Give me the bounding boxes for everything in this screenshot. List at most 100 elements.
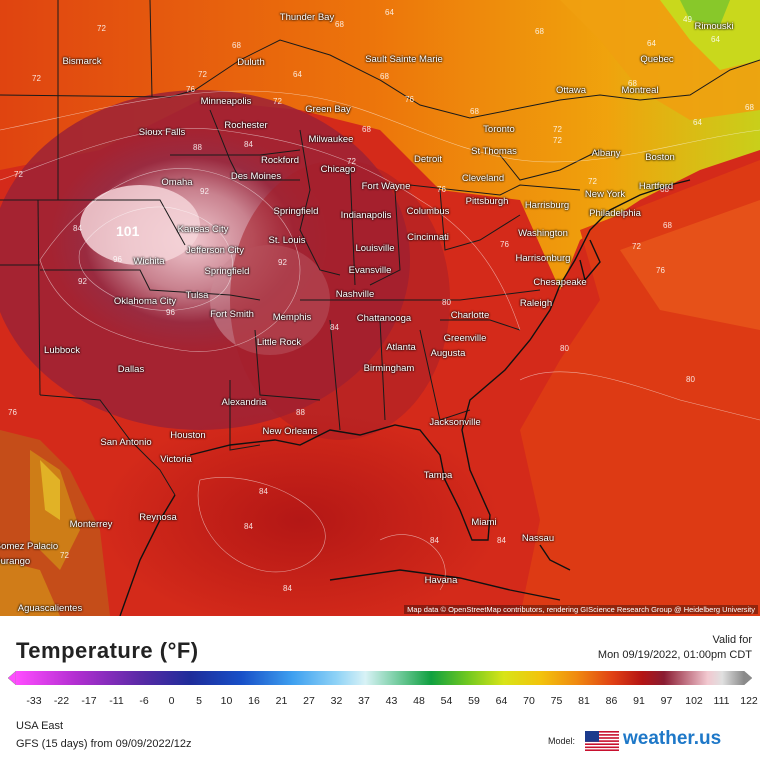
weather-us-logo[interactable]: weather.us	[623, 728, 722, 749]
isotherm-value: 68	[628, 79, 637, 88]
scale-tick-label: 21	[275, 695, 288, 707]
legend-title: Temperature (°F)	[16, 638, 199, 663]
city-label: Duluth	[237, 57, 265, 68]
isotherm-value: 68	[362, 125, 371, 134]
isotherm-value: 72	[588, 177, 597, 186]
isotherm-value: 64	[693, 118, 702, 127]
isotherm-value: 72	[553, 136, 562, 145]
city-label: Monterrey	[69, 519, 113, 530]
isotherm-value: 64	[711, 35, 720, 44]
city-label: Bismarck	[62, 56, 102, 67]
city-label: New York	[584, 189, 626, 200]
city-label: Rockford	[260, 155, 300, 166]
scale-tick-label: 59	[468, 695, 480, 707]
isotherm-value: 68	[232, 41, 241, 50]
scale-tick-label: 91	[633, 695, 645, 707]
scale-tick-label: 122	[740, 695, 758, 707]
city-label: Jacksonville	[429, 417, 481, 428]
isotherm-value: 84	[73, 224, 82, 233]
city-label: Tulsa	[185, 290, 209, 301]
scale-tick-label: 16	[248, 695, 260, 707]
city-label: Nassau	[521, 533, 555, 544]
city-label: Oklahoma City	[113, 296, 177, 307]
model-label: Model:	[548, 736, 576, 746]
color-scale-bar	[8, 671, 752, 685]
isotherm-value: 84	[244, 140, 253, 149]
city-label: Alexandria	[221, 397, 267, 408]
scale-tick-label: 54	[440, 695, 453, 707]
city-label: Philadelphia	[589, 208, 641, 219]
isotherm-value: 68	[380, 72, 389, 81]
scale-tick-label: -11	[109, 695, 124, 707]
isotherm-value: 68	[470, 107, 479, 116]
isotherm-value: 76	[656, 266, 665, 275]
isotherm-value: 49	[683, 15, 692, 24]
isotherm-value: 76	[500, 240, 509, 249]
city-label: Miami	[471, 517, 497, 528]
city-label: Jefferson City	[186, 245, 244, 256]
scale-tick-label: 37	[358, 695, 370, 707]
isotherm-value: 72	[553, 125, 562, 134]
city-label: Ottawa	[555, 85, 587, 96]
isotherm-value: 101	[116, 223, 140, 239]
scale-tick-label: 86	[605, 695, 618, 707]
isotherm-value: 76	[8, 408, 17, 417]
city-label: Hartford	[638, 181, 674, 192]
isotherm-value: 64	[385, 8, 394, 17]
isotherm-value: 76	[186, 85, 195, 94]
isotherm-value: 80	[442, 298, 451, 307]
map-attribution[interactable]: Map data © OpenStreetMap contributors, r…	[404, 605, 758, 614]
city-label: Pittsburgh	[465, 196, 509, 207]
city-label: Wichita	[133, 256, 165, 267]
isotherm-value: 72	[97, 24, 106, 33]
scale-tick-label: 10	[220, 695, 233, 707]
city-label: Evansville	[348, 265, 392, 276]
city-label: Green Bay	[305, 104, 351, 115]
scale-tick-label: 27	[303, 695, 315, 707]
scale-tick-label: -6	[139, 695, 149, 707]
valid-for-label: Valid for	[712, 634, 752, 646]
city-label: Cincinnati	[407, 232, 449, 243]
city-label: Harrisonburg	[515, 253, 571, 264]
city-label: Washington	[518, 228, 568, 239]
city-label: Dallas	[117, 364, 145, 375]
city-label: Tampa	[423, 470, 453, 481]
city-label: Louisville	[355, 243, 395, 254]
city-label: Charlotte	[450, 310, 490, 321]
city-label: Montreal	[621, 85, 659, 96]
city-label: Chesapeake	[533, 277, 587, 288]
city-label: Victoria	[160, 454, 192, 465]
isotherm-value: 80	[686, 375, 695, 384]
scale-tick-label: 32	[330, 695, 343, 707]
isotherm-value: 88	[193, 143, 202, 152]
city-label: Cleveland	[461, 173, 505, 184]
isotherm-value: 68	[335, 20, 344, 29]
city-label: Kansas City	[177, 224, 229, 235]
scale-tick-label: 81	[578, 695, 590, 707]
city-label: Augusta	[430, 348, 466, 359]
isotherm-value: 76	[405, 95, 414, 104]
isotherm-value: 68	[660, 185, 669, 194]
city-label: Rimouski	[694, 21, 734, 32]
isotherm-value: 84	[330, 323, 339, 332]
city-label: Toronto	[483, 124, 515, 135]
isotherm-value: 84	[430, 536, 439, 545]
temperature-map[interactable]: 72 68 68 64 72 72 76 72 64 68 76 68 68 64 64 49 68 64 68 72…	[0, 0, 760, 616]
scale-tick-label: 102	[685, 695, 703, 707]
city-label: Chattanooga	[356, 313, 412, 324]
model-run-label: GFS (15 days) from 09/09/2022/12z	[16, 738, 192, 750]
isotherm-value: 92	[200, 187, 209, 196]
city-label: Sault Sainte Marie	[365, 54, 443, 65]
city-label: Houston	[170, 430, 206, 441]
city-label: San Antonio	[100, 437, 152, 448]
scale-tick-label: -22	[53, 695, 70, 707]
city-label: Sioux Falls	[138, 127, 186, 138]
city-label: Chicago	[320, 164, 356, 175]
scale-tick-label: -33	[26, 695, 42, 707]
isotherm-value: 64	[293, 70, 302, 79]
scale-tick-label: 70	[523, 695, 535, 707]
city-label: Minneapolis	[200, 96, 252, 107]
city-label: New Orleans	[262, 426, 318, 437]
city-label: Durango	[0, 556, 31, 567]
isotherm-value: 68	[535, 27, 544, 36]
